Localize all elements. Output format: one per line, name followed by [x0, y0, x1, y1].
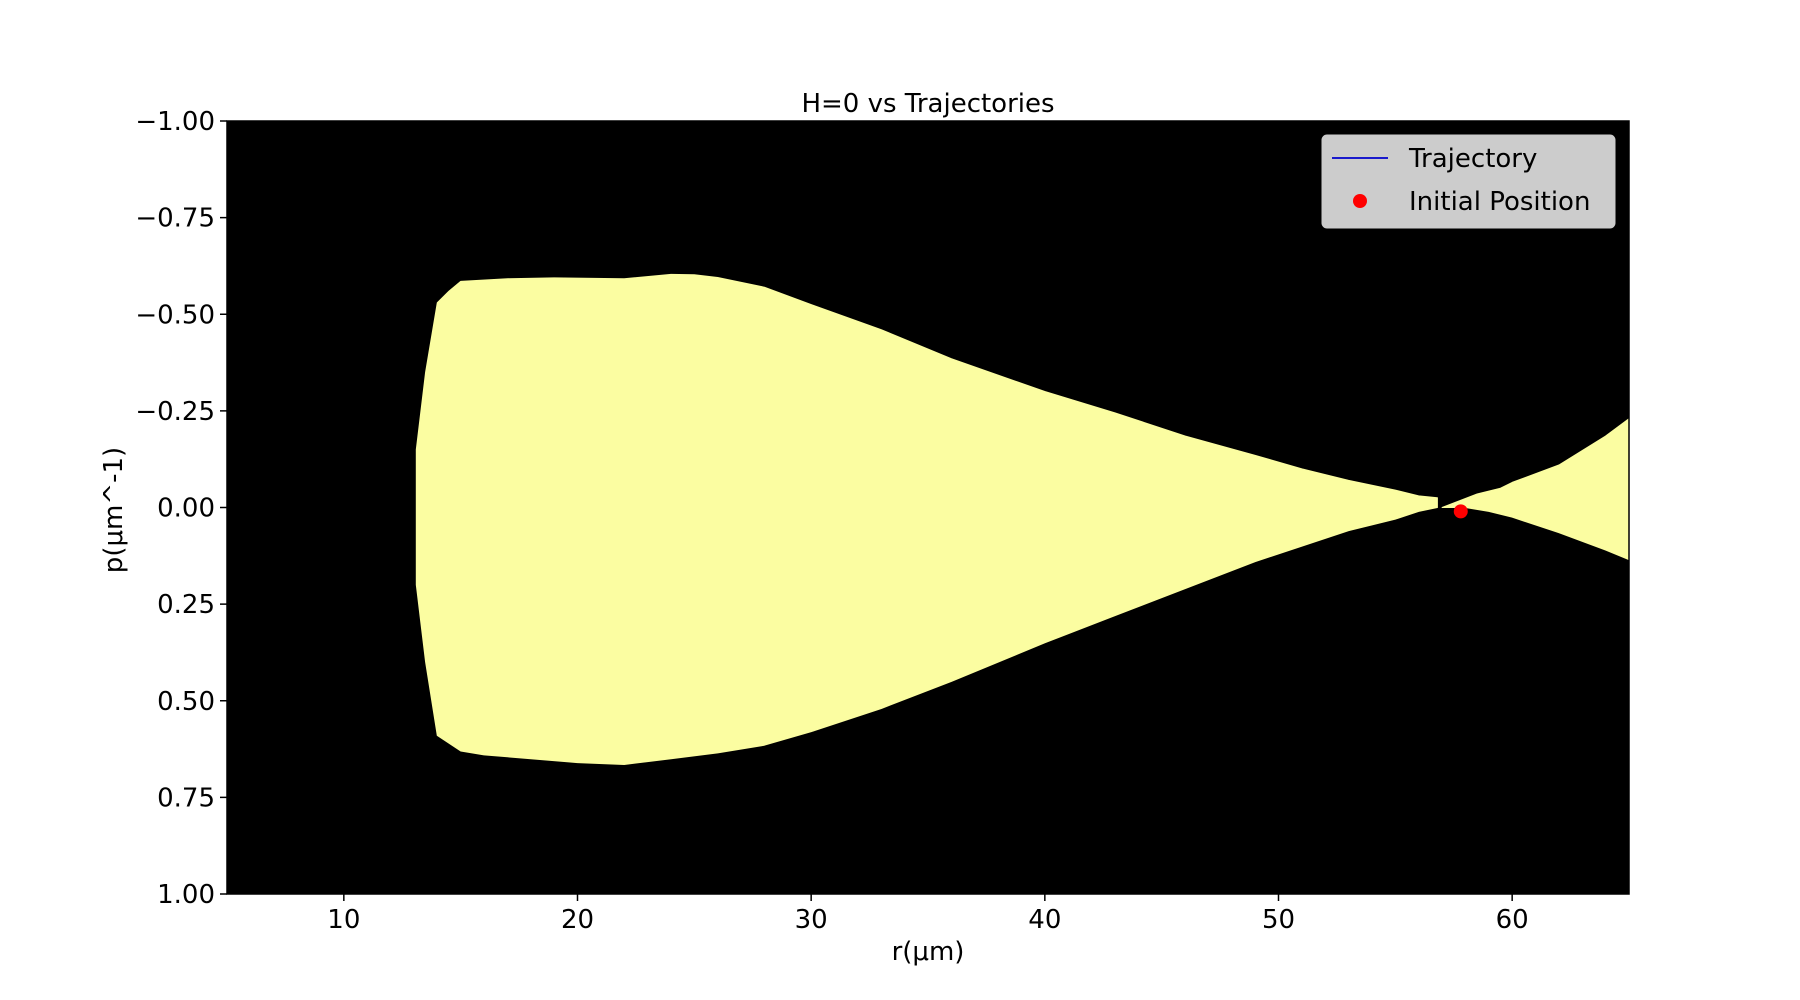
- x-tick-label: 50: [1262, 905, 1295, 935]
- y-tick-label: 0.25: [157, 590, 215, 620]
- x-tick-label: 10: [327, 905, 360, 935]
- y-axis: −1.00 −0.75 −0.50 −0.25 0.00 0.25 0.50 0.75 1.00: [135, 107, 227, 910]
- y-axis-label: p(μm^-1): [99, 447, 129, 573]
- contour-region-1: [415, 273, 1438, 765]
- initial-position-point: [1453, 504, 1468, 519]
- x-tick-label: 60: [1496, 905, 1529, 935]
- regions-layer: [415, 273, 1630, 765]
- legend-initial-position-swatch: [1353, 194, 1367, 208]
- y-tick-label: 1.00: [157, 880, 215, 910]
- legend-label: Initial Position: [1409, 187, 1590, 217]
- legend: Trajectory Initial Position: [1321, 134, 1616, 229]
- x-axis: 10 20 30 40 50 60: [327, 894, 1529, 935]
- legend-label: Trajectory: [1408, 144, 1537, 174]
- y-tick-label: −0.25: [135, 397, 215, 427]
- x-tick-label: 30: [795, 905, 828, 935]
- y-tick-label: −0.50: [135, 300, 215, 330]
- y-tick-label: −1.00: [135, 107, 215, 137]
- x-tick-label: 20: [561, 905, 594, 935]
- legend-box: [1321, 134, 1616, 229]
- y-tick-label: 0.50: [157, 687, 215, 717]
- y-tick-label: 0.00: [157, 494, 215, 524]
- x-tick-label: 40: [1028, 905, 1061, 935]
- plot-area: [226, 120, 1630, 895]
- y-tick-label: −0.75: [135, 204, 215, 234]
- x-axis-label: r(μm): [892, 937, 965, 967]
- chart-title: H=0 vs Trajectories: [801, 89, 1054, 119]
- series-layer: [1453, 504, 1468, 519]
- y-tick-label: 0.75: [157, 783, 215, 813]
